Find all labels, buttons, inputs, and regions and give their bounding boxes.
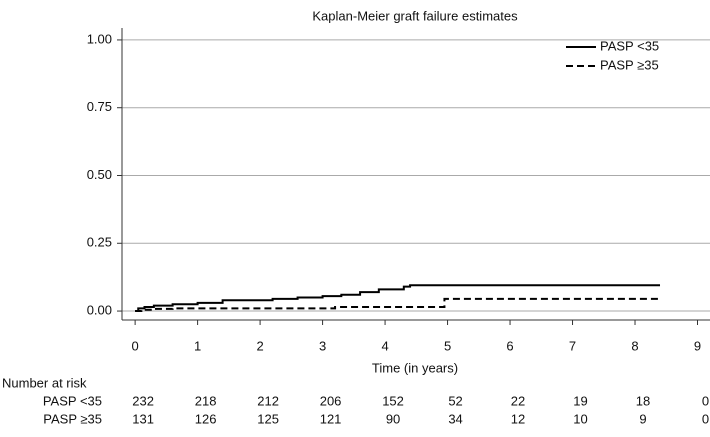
x-tick-label: 4 (381, 338, 388, 353)
km-curve (135, 284, 661, 313)
y-tick-label: 0.25 (87, 235, 112, 250)
y-tick-label: 0.75 (87, 99, 112, 114)
risk-value: 10 (573, 411, 587, 426)
risk-value: 131 (132, 411, 154, 426)
x-tick-label: 0 (132, 338, 139, 353)
risk-value: 9 (639, 411, 646, 426)
y-tick-label: 1.00 (87, 31, 112, 46)
risk-value: 90 (386, 411, 400, 426)
risk-table-title: Number at risk (2, 375, 87, 390)
risk-value: 212 (257, 393, 279, 408)
x-tick-label: 1 (194, 338, 201, 353)
y-tick-label: 0.50 (87, 167, 112, 182)
x-tick-label: 9 (694, 338, 701, 353)
risk-value: 232 (132, 393, 154, 408)
risk-value: 0 (702, 393, 709, 408)
x-axis-label: Time (in years) (372, 360, 458, 375)
x-tick-label: 7 (569, 338, 576, 353)
risk-value: 19 (573, 393, 587, 408)
risk-value: 218 (195, 393, 217, 408)
risk-row-label: PASP ≥35 (43, 411, 102, 426)
risk-value: 34 (448, 411, 462, 426)
risk-value: 12 (511, 411, 525, 426)
x-tick-label: 5 (444, 338, 451, 353)
risk-value: 121 (320, 411, 342, 426)
chart-title: Kaplan-Meier graft failure estimates (312, 8, 518, 23)
risk-value: 152 (382, 393, 404, 408)
risk-value: 126 (195, 411, 217, 426)
risk-value: 52 (448, 393, 462, 408)
risk-row-label: PASP <35 (43, 393, 102, 408)
risk-value: 22 (511, 393, 525, 408)
km-curve (135, 297, 661, 313)
legend-label: PASP <35 (600, 38, 659, 53)
risk-value: 125 (257, 411, 279, 426)
x-tick-label: 2 (256, 338, 263, 353)
legend-label: PASP ≥35 (600, 57, 659, 72)
x-tick-label: 6 (506, 338, 513, 353)
x-tick-label: 8 (631, 338, 638, 353)
risk-value: 206 (320, 393, 342, 408)
risk-value: 18 (636, 393, 650, 408)
x-tick-label: 3 (319, 338, 326, 353)
y-tick-label: 0.00 (87, 302, 112, 317)
risk-value: 0 (702, 411, 709, 426)
